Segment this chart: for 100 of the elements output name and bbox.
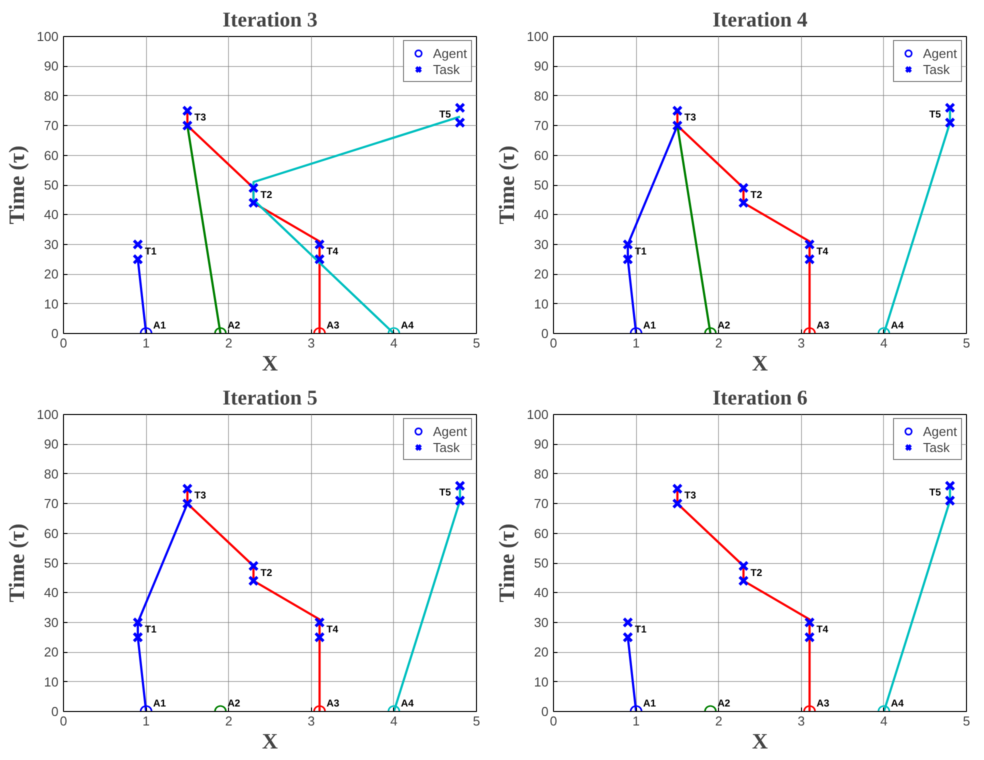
y-tick-label: 20: [44, 644, 59, 660]
x-tick-label: 5: [962, 714, 970, 728]
y-tick-label: 80: [534, 466, 549, 482]
annotation: T2: [750, 568, 763, 579]
y-tick-label: 40: [44, 207, 59, 222]
y-tick-label: 90: [44, 436, 59, 452]
y-tick-label: 50: [534, 178, 549, 192]
y-tick-label: 10: [44, 296, 59, 312]
x-axis-title: X: [262, 350, 278, 376]
annotation: T3: [194, 490, 207, 502]
annotation: T1: [144, 246, 157, 258]
annotation: A1: [643, 698, 656, 710]
x-tick-label: 5: [472, 336, 480, 350]
annotation: A1: [153, 320, 166, 332]
annotation: A2: [227, 320, 241, 332]
x-tick-label: 4: [880, 714, 888, 728]
annotation: A2: [717, 320, 731, 332]
y-tick-label: 40: [534, 585, 549, 600]
annotation: A2: [227, 698, 241, 710]
y-tick-label: 90: [44, 58, 59, 74]
y-tick-label: 60: [44, 148, 59, 163]
annotation: T3: [684, 112, 697, 124]
legend-label: Task: [923, 61, 950, 77]
annotation: T5: [439, 488, 452, 499]
y-tick-label: 70: [534, 118, 549, 134]
y-tick-label: 50: [44, 178, 59, 192]
x-tick-label: 2: [715, 336, 722, 350]
chart-title: Iteration 3: [222, 8, 318, 32]
y-tick-label: 30: [534, 614, 549, 630]
x-tick-label: 1: [142, 714, 150, 728]
y-tick-label: 100: [36, 29, 59, 44]
chart-title: Iteration 5: [222, 386, 318, 410]
legend-label: Agent: [923, 423, 957, 439]
x-tick-label: 3: [308, 336, 315, 350]
x-tick-label: 4: [880, 336, 888, 350]
y-tick-label: 80: [534, 88, 549, 104]
annotation: A4: [890, 320, 904, 332]
y-tick-label: 100: [526, 29, 549, 44]
x-tick-label: 3: [308, 714, 315, 728]
annotation: T1: [634, 624, 647, 636]
annotation: A4: [400, 320, 414, 332]
x-tick-label: 4: [390, 336, 398, 350]
y-tick-label: 40: [44, 585, 59, 600]
y-tick-label: 30: [534, 236, 549, 252]
y-tick-label: 20: [534, 644, 549, 660]
y-tick-label: 50: [534, 556, 549, 570]
y-tick-label: 80: [44, 466, 59, 482]
y-tick-label: 10: [534, 296, 549, 312]
y-tick-label: 50: [44, 556, 59, 570]
x-tick-label: 2: [225, 714, 232, 728]
legend-label: Agent: [433, 423, 467, 439]
x-axis-title: X: [752, 728, 768, 754]
x-axis-title: X: [262, 728, 278, 754]
y-tick-label: 60: [44, 526, 59, 541]
x-tick-label: 1: [142, 336, 150, 350]
x-tick-label: 5: [962, 336, 970, 350]
chart-title: Iteration 6: [712, 386, 808, 410]
y-tick-label: 100: [36, 407, 59, 422]
y-tick-label: 40: [534, 207, 549, 222]
annotation: T1: [144, 624, 157, 636]
annotation: T4: [816, 624, 829, 636]
y-tick-label: 70: [44, 118, 59, 134]
y-tick-label: 10: [44, 674, 59, 690]
y-axis-title: Time (τ): [4, 524, 29, 602]
legend-label: Task: [923, 439, 950, 455]
y-axis-title: Time (τ): [4, 146, 29, 224]
x-tick-label: 3: [798, 714, 805, 728]
y-tick-label: 70: [44, 496, 59, 512]
y-tick-label: 20: [534, 266, 549, 282]
y-tick-label: 30: [44, 236, 59, 252]
y-tick-label: 80: [44, 88, 59, 104]
y-tick-label: 70: [534, 496, 549, 512]
legend-label: Agent: [923, 45, 957, 61]
annotation: A3: [816, 698, 830, 710]
x-tick-label: 3: [798, 336, 805, 350]
annotation: T5: [929, 110, 942, 121]
annotation: T4: [326, 624, 339, 636]
annotation: T5: [929, 488, 942, 499]
y-tick-label: 60: [534, 526, 549, 541]
y-tick-label: 0: [541, 326, 549, 341]
annotation: T4: [326, 246, 339, 258]
annotation: T2: [260, 568, 273, 579]
annotation: A4: [890, 698, 904, 710]
x-tick-label: 2: [715, 714, 722, 728]
legend-label: Agent: [433, 45, 467, 61]
annotation: A3: [326, 320, 340, 332]
annotation: T1: [634, 246, 647, 258]
annotation: A1: [153, 698, 166, 710]
y-tick-label: 0: [51, 326, 59, 341]
annotation: T2: [260, 190, 273, 201]
x-tick-label: 1: [632, 336, 640, 350]
y-tick-label: 20: [44, 266, 59, 282]
annotation: A4: [400, 698, 414, 710]
annotation: A2: [717, 698, 731, 710]
x-tick-label: 1: [632, 714, 640, 728]
annotation: T5: [439, 110, 452, 121]
x-tick-label: 2: [225, 336, 232, 350]
x-tick-label: 4: [390, 714, 398, 728]
annotation: T3: [684, 490, 697, 502]
annotation: A1: [643, 320, 656, 332]
